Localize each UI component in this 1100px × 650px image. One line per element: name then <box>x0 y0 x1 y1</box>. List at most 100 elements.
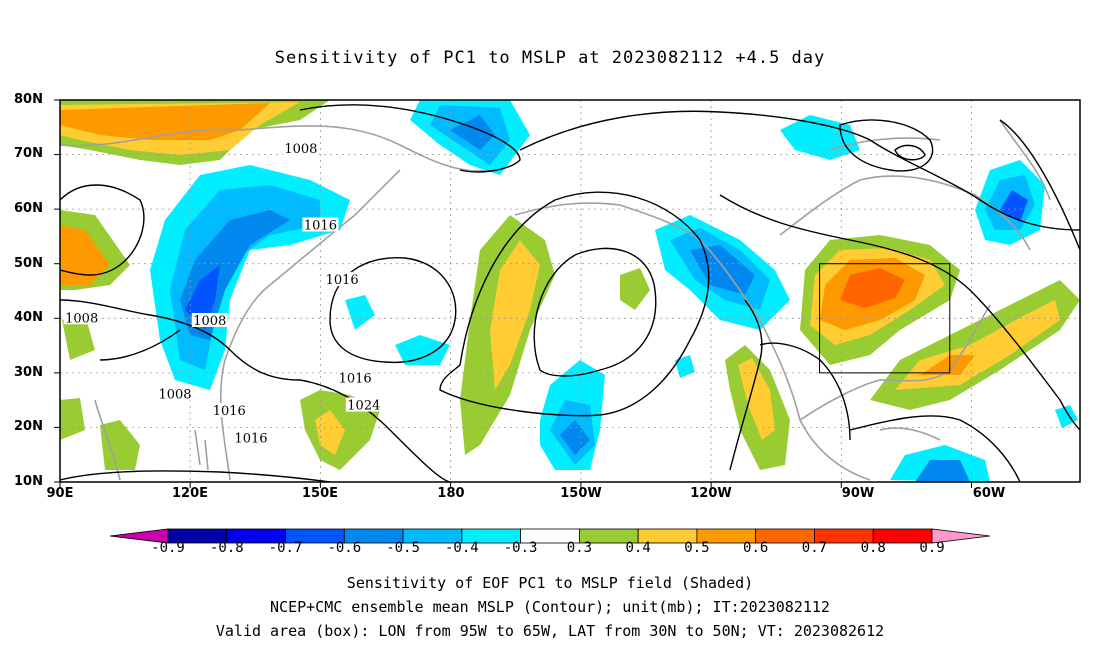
shade-cyan <box>345 295 375 330</box>
shade-yellow <box>490 240 540 390</box>
shade-blue <box>915 460 970 482</box>
shade-cyan <box>395 335 450 365</box>
contour-label-bg <box>232 430 269 445</box>
contour-label: 1008 <box>158 388 191 403</box>
shade-green <box>62 315 95 360</box>
mslp-contours <box>60 104 1080 482</box>
contour-label: 1016 <box>304 219 337 234</box>
shade-cyan <box>675 355 695 378</box>
contour-1016 <box>439 191 710 417</box>
colorbar-right-arrow <box>931 528 991 544</box>
contour-label-bg <box>157 386 194 401</box>
colorbar-label: 0.6 <box>743 540 769 556</box>
sensitivity-shading <box>60 100 1080 482</box>
contour-1008-asia <box>60 299 451 482</box>
contour-1016-north-america <box>719 194 1080 431</box>
contour-label: 1016 <box>213 404 246 419</box>
coastlines <box>60 119 1051 481</box>
lat-label: 50N <box>14 256 43 271</box>
contour-label: 1008 <box>284 142 317 157</box>
lat-label: 30N <box>14 365 43 380</box>
colorbar-label: 0.3 <box>566 540 593 556</box>
tick-marks <box>54 99 972 488</box>
lon-label: 120W <box>690 486 732 501</box>
shade-green <box>620 268 650 310</box>
colorbar-label: 0.8 <box>860 540 886 556</box>
lon-label: 180 <box>437 486 465 501</box>
shade-orange <box>60 225 110 285</box>
contour-atlantic <box>999 119 1080 251</box>
plot-area: 1008 1016 1016 1016 1024 1008 1008 1008 1008 1008… <box>0 100 1080 506</box>
colorbar <box>109 528 991 544</box>
plot-frame <box>59 99 1081 483</box>
contour-label-bg <box>302 217 339 232</box>
contour-labels: 1008 1016 1016 1016 1024 1008 1008 1008 1008 1008… <box>0 141 382 506</box>
contour-label: 1016 <box>234 431 267 446</box>
caption-line-1: Sensitivity of EOF PC1 to MSLP field (Sh… <box>346 574 754 592</box>
colorbar-label: -0.5 <box>386 540 420 556</box>
contour-1008-north <box>299 104 521 173</box>
shade-cyan <box>780 115 860 160</box>
contour-1008-mexico <box>729 299 763 471</box>
contour-west-pacific <box>99 329 181 361</box>
shade-cyan <box>1055 405 1078 428</box>
contour-label-bg <box>282 141 319 156</box>
caption-line-2: NCEP+CMC ensemble mean MSLP (Contour); u… <box>270 598 830 616</box>
colorbar-label: -0.3 <box>503 540 538 556</box>
contour-label-bg <box>235 490 271 504</box>
lat-label: 10N <box>14 474 43 489</box>
contour-label-bg <box>0 261 13 275</box>
colorbar-label: 0.7 <box>801 540 828 556</box>
contour-label: 1008 <box>65 311 98 326</box>
colorbar-label: -0.7 <box>268 540 303 556</box>
shade-yellow <box>315 410 345 455</box>
contour-1016-pacific-low <box>329 257 457 364</box>
colorbar-label: -0.4 <box>444 540 479 556</box>
shade-darkorange <box>840 268 905 308</box>
contour-label-bg <box>337 370 374 385</box>
contour-label: 1016 <box>326 273 359 288</box>
contour-1008-arctic <box>519 110 1080 231</box>
valid-area-box <box>819 263 951 374</box>
contour-label-bg <box>345 397 382 412</box>
contour-1008-west <box>60 184 145 276</box>
shade-blue <box>450 115 495 150</box>
shade-blue <box>1000 190 1028 222</box>
lon-label: 90E <box>46 486 74 501</box>
colorbar-label: -0.9 <box>151 540 185 556</box>
contour-label: 1008 <box>237 491 270 506</box>
lon-label: 150W <box>560 486 602 501</box>
lat-label: 70N <box>14 146 43 161</box>
shade-orange <box>920 355 975 375</box>
lat-label: 60N <box>14 201 43 216</box>
lon-label: 60W <box>972 486 1006 501</box>
contour-label: 1016 <box>339 371 372 386</box>
colorbar-label: 0.9 <box>919 540 945 556</box>
contour-1024 <box>533 247 657 377</box>
contour-hudson <box>839 119 934 172</box>
colorbar-label: -0.8 <box>209 540 244 556</box>
colorbar-label: 0.5 <box>684 540 710 556</box>
contour-label: 1008 <box>193 314 226 329</box>
shade-blue <box>560 420 590 455</box>
lon-label: 150E <box>301 486 339 501</box>
contour-label-bg <box>324 272 361 287</box>
colorbar-label: -0.6 <box>327 540 362 556</box>
lat-label: 20N <box>14 419 43 434</box>
shade-yellow <box>738 358 775 440</box>
gridlines <box>60 100 1080 482</box>
lat-label: 40N <box>14 310 43 325</box>
shade-green <box>100 420 140 470</box>
contour-low-hudson <box>894 144 926 161</box>
contour-south <box>60 470 331 482</box>
contour-label: 1008 <box>0 262 11 277</box>
lon-label: 90W <box>841 486 875 501</box>
contour-label-bg <box>191 313 228 328</box>
contour-label: 1024 <box>347 399 380 414</box>
lon-label: 120E <box>171 486 209 501</box>
chart-title: Sensitivity of PC1 to MSLP at 2023082112… <box>274 48 826 68</box>
lat-label: 80N <box>14 92 43 107</box>
contour-label-bg <box>63 310 100 325</box>
contour-1008-gulf <box>849 415 1021 482</box>
